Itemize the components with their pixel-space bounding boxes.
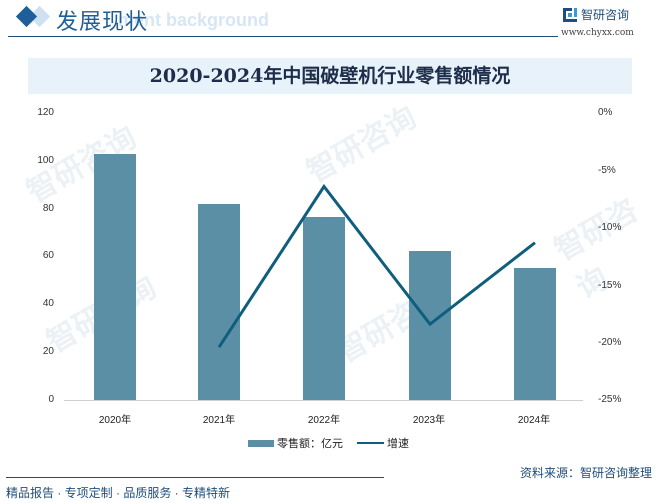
chart-title-box: 2020-2024年中国破壁机行业零售额情况 xyxy=(28,58,632,94)
y-tick-left: 120 xyxy=(37,107,54,118)
source-note: 资料来源：智研咨询整理 xyxy=(519,466,652,480)
section-title: 发展现状 xyxy=(56,10,149,35)
chart-title: 2020-2024年中国破壁机行业零售额情况 xyxy=(149,65,511,87)
x-tick: 2023年 xyxy=(412,415,446,426)
legend-line-label: 增速 xyxy=(387,438,409,450)
y-tick-left: 60 xyxy=(42,250,54,261)
brand-url: www.chyxx.com xyxy=(561,28,634,38)
legend-bar-swatch-icon xyxy=(248,439,274,447)
tagline: 精品报告 · 专项定制 · 品质服务 · 专精特新 xyxy=(6,486,230,500)
y-tick-right: -20% xyxy=(598,337,622,348)
y-tick-right: -25% xyxy=(598,394,622,405)
section-bg-text: ment background xyxy=(118,10,270,30)
legend-line-swatch-icon xyxy=(357,442,384,444)
x-tick: 2024年 xyxy=(517,415,551,426)
x-tick: 2022年 xyxy=(307,415,341,426)
bar xyxy=(514,267,556,400)
y-tick-left: 80 xyxy=(42,203,54,214)
y-tick-left: 0 xyxy=(48,394,54,405)
y-tick-left: 20 xyxy=(42,346,54,357)
y-tick-right: -5% xyxy=(598,165,616,176)
brand-name: 智研咨询 xyxy=(581,8,630,22)
y-tick-right: -10% xyxy=(598,222,622,233)
y-tick-right: -15% xyxy=(598,280,622,291)
x-axis-line xyxy=(64,400,583,401)
bar xyxy=(94,153,136,400)
y-tick-left: 40 xyxy=(42,298,54,309)
brand: 智研咨询 xyxy=(563,6,629,23)
header: ment background 发展现状 智研咨询 www.chyxx.com xyxy=(0,0,660,45)
bar xyxy=(303,216,345,400)
footer-divider xyxy=(6,477,384,478)
legend-bar-label: 零售额：亿元 xyxy=(277,438,343,450)
bar xyxy=(198,203,240,400)
brand-logo-icon xyxy=(563,7,577,22)
legend: 零售额：亿元 增速 xyxy=(248,435,409,451)
x-tick: 2021年 xyxy=(202,415,236,426)
x-tick: 2020年 xyxy=(98,415,132,426)
y-tick-right: 0% xyxy=(598,107,613,118)
header-divider xyxy=(8,36,558,37)
y-tick-left: 100 xyxy=(37,155,54,166)
